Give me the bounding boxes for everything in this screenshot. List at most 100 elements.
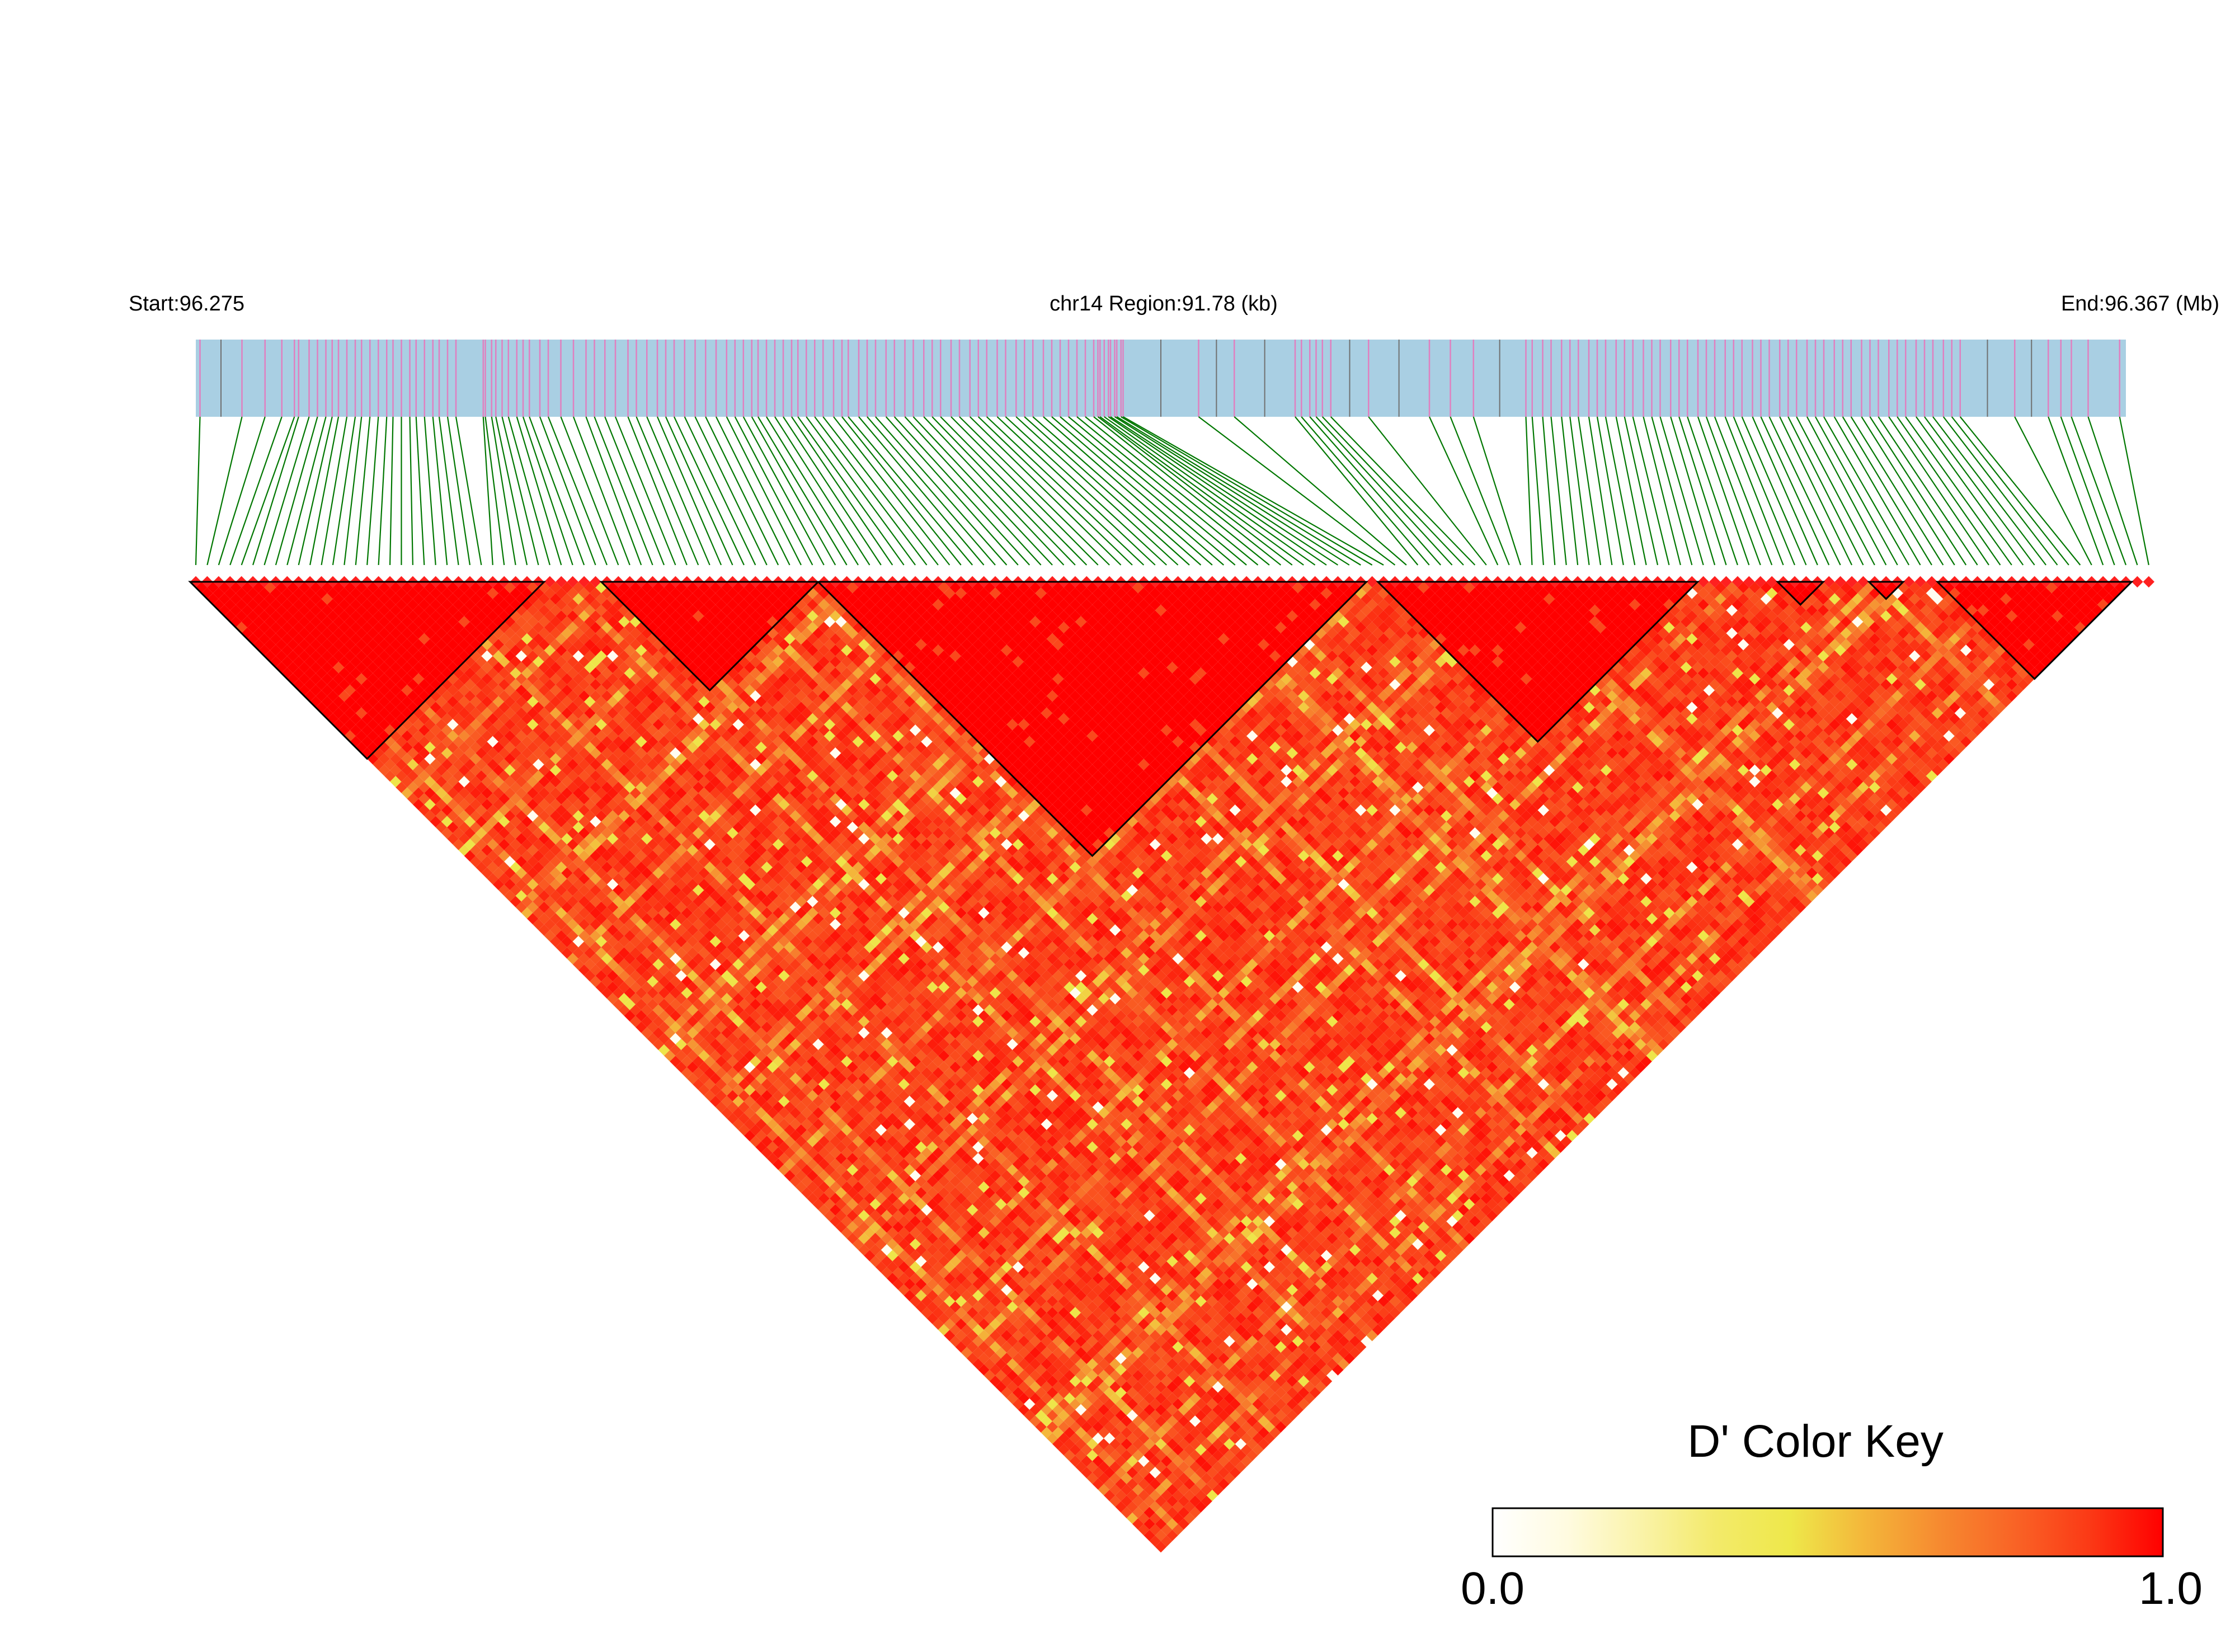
ld-cell-17-146 xyxy=(1109,1312,1121,1324)
ld-cell-7-138 xyxy=(1006,1324,1018,1336)
ld-cell-7-89 xyxy=(727,1044,738,1056)
ld-cell-4-139 xyxy=(995,1347,1007,1359)
ld-cell-16-160 xyxy=(1183,1398,1196,1410)
ld-cell-14-99 xyxy=(824,1061,836,1073)
ld-cell-14-46 xyxy=(521,759,533,770)
ld-cell-2-66 xyxy=(567,942,578,953)
ld-cell-3-66 xyxy=(572,935,585,948)
ld-cell-10-45 xyxy=(492,776,505,788)
ld-cell-12-105 xyxy=(846,1107,859,1119)
ld-cell-19-112 xyxy=(926,1107,938,1119)
ld-cell-11-137 xyxy=(1024,1295,1036,1307)
ld-cell-5-151 xyxy=(1069,1410,1081,1422)
ld-cell-15-48 xyxy=(538,764,550,776)
ld-cell-9-23 xyxy=(361,656,373,668)
ld-cell-9-57 xyxy=(556,850,567,862)
ld-cell-13-148 xyxy=(1098,1347,1110,1359)
ld-cell-1-149 xyxy=(1035,1421,1047,1433)
snp-connector-162 xyxy=(1924,416,2035,566)
ld-cell-19-110 xyxy=(915,1095,927,1108)
ld-cell-3-4 xyxy=(218,582,230,594)
ld-cell-3-68 xyxy=(584,947,596,959)
snp-connector-127 xyxy=(1605,416,1636,566)
ld-cell-12-126 xyxy=(966,1227,978,1239)
ld-cell-14-80 xyxy=(715,953,727,964)
ld-cell-5-13 xyxy=(281,622,293,633)
ld-cell-9-69 xyxy=(624,919,636,930)
ld-cell-4-125 xyxy=(915,1267,927,1279)
ld-cell-16-35 xyxy=(469,684,482,696)
ld-cell-19-39 xyxy=(510,690,521,702)
ld-cell-1-77 xyxy=(624,1010,636,1022)
ld-cell-1-72 xyxy=(595,981,607,993)
snp-connector-121 xyxy=(1550,416,1567,566)
ld-cell-5-89 xyxy=(715,1056,727,1067)
ld-cell-5-14 xyxy=(287,627,299,639)
ld-cell-11-90 xyxy=(755,1027,767,1039)
ld-cell-13-130 xyxy=(995,1244,1007,1256)
ld-cell-15-142 xyxy=(1075,1301,1087,1313)
ld-cell-10-38 xyxy=(453,736,464,748)
ld-cell-10-52 xyxy=(533,816,544,827)
ld-cell-13-28 xyxy=(412,661,425,674)
ld-cell-18-104 xyxy=(875,1067,887,1079)
ld-cell-10-82 xyxy=(704,987,716,999)
ld-cell-11-50 xyxy=(527,798,539,811)
ld-cell-15-144 xyxy=(1086,1312,1098,1324)
ld-cell-7-27 xyxy=(373,690,384,702)
ld-cell-14-41 xyxy=(492,730,505,742)
ld-cell-6-111 xyxy=(846,1175,859,1187)
ld-cell-18-78 xyxy=(727,919,738,930)
ld-cell-8-96 xyxy=(772,1079,784,1090)
ld-cell-5-145 xyxy=(1035,1375,1047,1387)
ld-cell-8-29 xyxy=(390,696,402,708)
ld-cell-4-65 xyxy=(572,924,585,936)
snp-connector-159 xyxy=(1897,416,2001,566)
ld-cell-13-60 xyxy=(595,844,607,856)
ld-cell-14-59 xyxy=(595,833,607,845)
ld-cell-4-48 xyxy=(476,827,487,839)
ld-cell-11-49 xyxy=(521,793,533,805)
ld-cell-1-28 xyxy=(344,730,356,742)
ld-cell-16-55 xyxy=(584,798,596,811)
ld-cell-2-136 xyxy=(966,1341,978,1353)
ld-cell-3-27 xyxy=(350,713,362,725)
ld-cell-5-143 xyxy=(1024,1364,1036,1376)
ld-cell-7-29 xyxy=(384,702,396,713)
ld-cell-11-20 xyxy=(355,627,368,639)
ld-cell-8-31 xyxy=(401,707,413,719)
ld-cell-15-98 xyxy=(824,1049,836,1062)
snp-connector-135 xyxy=(1678,416,1727,566)
ld-cell-10-20 xyxy=(350,633,362,645)
ld-cell-3-109 xyxy=(818,1181,830,1193)
ld-cell-5-16 xyxy=(298,639,310,651)
ld-cell-14-27 xyxy=(412,650,425,662)
ld-cell-9-108 xyxy=(846,1141,859,1153)
ld-cell-3-40 xyxy=(424,787,436,799)
ld-cell-5-129 xyxy=(944,1284,956,1296)
ld-cell-10-100 xyxy=(807,1090,818,1102)
ld-cell-1-10 xyxy=(241,627,253,639)
ld-cell-13-54 xyxy=(561,810,573,822)
ld-cell-8-82 xyxy=(693,999,704,1010)
ld-cell-13-30 xyxy=(424,673,436,685)
ld-cell-3-59 xyxy=(533,896,544,907)
ld-cell-4-168 xyxy=(1161,1512,1173,1524)
ld-cell-11-35 xyxy=(441,713,453,725)
ld-cell-14-57 xyxy=(584,821,596,834)
ld-cell-16-106 xyxy=(875,1090,887,1102)
ld-cell-7-22 xyxy=(344,661,356,674)
snp-connector-62 xyxy=(791,416,893,566)
ld-cell-11-161 xyxy=(1161,1432,1173,1444)
ld-cell-10-16 xyxy=(327,610,339,622)
ld-cell-12-75 xyxy=(675,935,687,948)
snp-connector-16 xyxy=(366,416,379,566)
ld-cell-15-60 xyxy=(606,833,619,845)
ld-cell-10-102 xyxy=(818,1101,830,1113)
ld-cell-10-48 xyxy=(510,793,521,805)
snp-connector-38 xyxy=(560,416,619,566)
ld-cell-5-64 xyxy=(572,913,585,925)
snp-connector-20 xyxy=(409,416,413,566)
ld-cell-10-56 xyxy=(556,839,567,850)
